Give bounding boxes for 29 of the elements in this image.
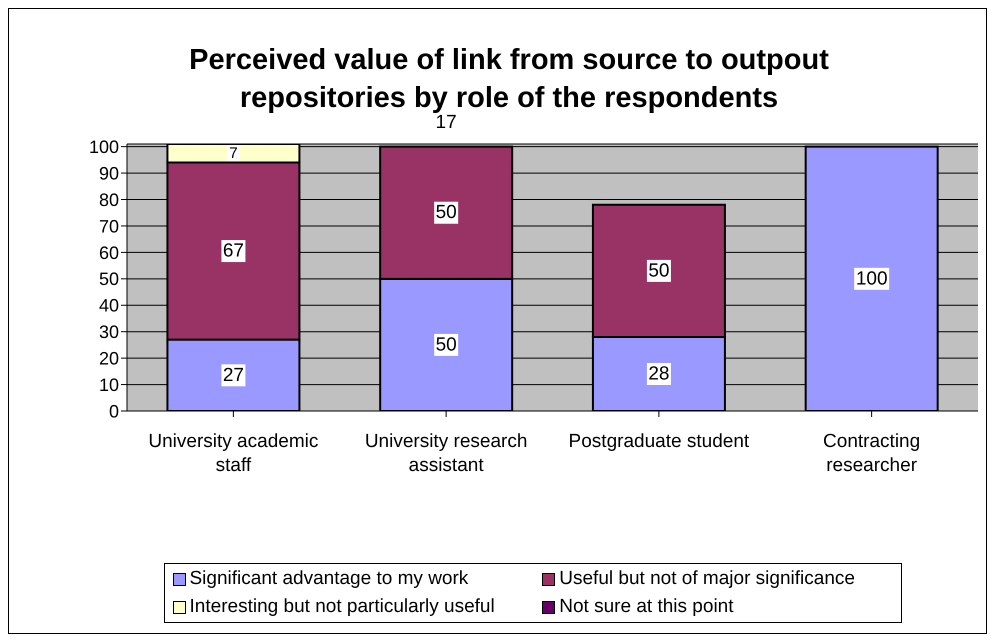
y-tick-label: 20 — [98, 348, 119, 369]
y-tick-label: 100 — [88, 137, 119, 158]
chart-title: Perceived value of link from source to outpout repositories by role of the respondents — [188, 43, 830, 114]
data-label: 50 — [436, 334, 457, 356]
y-tick-label: 90 — [98, 163, 119, 184]
x-tick-label: University research assistant — [364, 431, 528, 476]
data-label: 28 — [648, 363, 670, 384]
x-tick-label: Contracting researcher — [823, 431, 920, 476]
legend-label: Not sure at this point — [559, 596, 734, 618]
y-tick-label: 60 — [98, 242, 119, 263]
y-tick-label: 0 — [108, 401, 119, 422]
x-tick-label: Postgraduate student — [568, 431, 750, 452]
y-tick-label: 10 — [98, 374, 119, 395]
y-tick-label: 30 — [98, 322, 119, 342]
y-tick-label: 40 — [98, 296, 119, 316]
x-tick-label: University academic staff — [148, 431, 318, 476]
y-tick-label: 70 — [98, 216, 119, 236]
legend-label: Useful but not of major significance — [559, 568, 855, 590]
data-label: 50 — [436, 202, 457, 224]
data-label: 7 — [229, 144, 238, 162]
data-label: 50 — [648, 260, 670, 282]
text: 17 — [436, 112, 458, 134]
data-label: 100 — [856, 268, 888, 290]
y-tick-label: 80 — [98, 190, 119, 210]
legend-label: Significant advantage to my work — [190, 568, 468, 590]
legend-label: Interesting but not particularly useful — [190, 596, 495, 618]
data-label: 67 — [222, 240, 244, 262]
y-tick-label: 50 — [98, 269, 119, 290]
data-label: 27 — [222, 364, 244, 386]
